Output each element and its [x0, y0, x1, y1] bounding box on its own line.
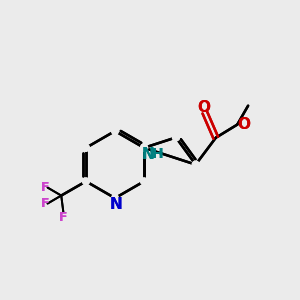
Circle shape [140, 144, 148, 151]
Text: F: F [41, 197, 50, 210]
Circle shape [112, 195, 118, 202]
Circle shape [82, 178, 89, 185]
Text: O: O [237, 117, 250, 132]
Text: O: O [197, 100, 210, 115]
Text: N: N [110, 197, 123, 212]
Text: F: F [59, 211, 68, 224]
Text: F: F [41, 181, 50, 194]
Text: F: F [59, 211, 68, 224]
Text: N: N [110, 197, 123, 212]
Circle shape [112, 128, 118, 134]
Text: O: O [197, 100, 210, 115]
Circle shape [172, 134, 179, 141]
Circle shape [140, 144, 148, 151]
Circle shape [140, 178, 148, 185]
Text: F: F [41, 181, 50, 194]
Text: O: O [237, 117, 250, 132]
Text: N: N [141, 147, 154, 162]
Circle shape [192, 161, 199, 168]
Text: H: H [152, 147, 164, 161]
Circle shape [82, 144, 89, 151]
Text: H: H [152, 147, 164, 161]
Text: F: F [41, 197, 50, 210]
Text: N: N [141, 147, 154, 162]
